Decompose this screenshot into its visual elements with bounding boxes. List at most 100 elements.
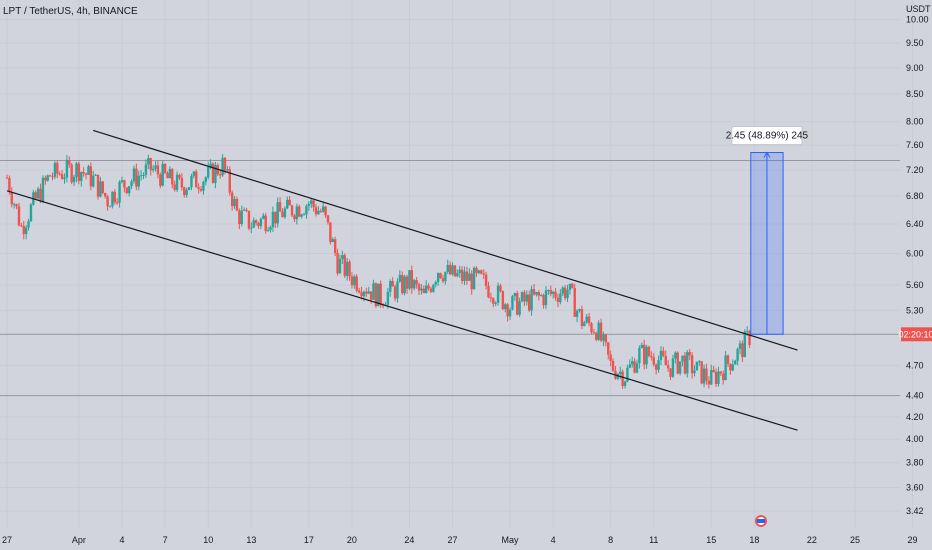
candle-body [360, 292, 363, 297]
candle-body [475, 267, 478, 274]
candle-body [218, 174, 222, 176]
candle-body [561, 287, 564, 294]
candle-body [149, 158, 152, 171]
measure-tool[interactable]: 2.45 (48.89%) 245 [726, 126, 809, 335]
candle-body [707, 380, 711, 385]
candle-body [448, 264, 452, 275]
x-tick-label: 7 [163, 535, 168, 545]
candle-body [183, 187, 186, 195]
candle-body [642, 344, 646, 365]
candle-body [80, 171, 83, 182]
candle-body [623, 381, 627, 386]
candle-body [664, 355, 667, 366]
candle-body [743, 331, 746, 358]
candle-body [516, 293, 519, 315]
x-tick-label: 18 [749, 535, 759, 545]
candle-body [252, 220, 255, 228]
candle-body [415, 280, 418, 285]
x-tick-label: 22 [807, 535, 817, 545]
candle-body [712, 369, 715, 372]
candle-body [666, 365, 670, 369]
candle-body [640, 344, 643, 349]
channel-upper-line[interactable] [93, 129, 798, 351]
candle-body [257, 223, 260, 227]
candle-body [379, 283, 382, 305]
y-tick-label: 6.00 [906, 249, 924, 259]
x-tick-label: Apr [72, 535, 86, 545]
candle-body [578, 309, 581, 311]
candle-body [295, 206, 299, 220]
candle-body [389, 281, 392, 292]
candle-body [77, 163, 81, 182]
candle-body [717, 371, 720, 385]
candle-body [396, 281, 399, 299]
y-tick-label: 3.60 [906, 483, 924, 493]
candle-body [403, 276, 406, 294]
candle-body [72, 176, 76, 183]
candle-body [58, 173, 61, 175]
candle-body [580, 309, 584, 327]
candle-body [571, 283, 574, 288]
candle-body [274, 211, 277, 224]
candle-body [178, 174, 181, 179]
time-axis[interactable]: 27 Apr 4 7 10 13 17 20 24 27 May 4 8 11 15 18 22 25 29 [2, 535, 917, 545]
candle-body [738, 343, 742, 349]
flag-icon[interactable] [755, 515, 767, 527]
candle-body [288, 199, 291, 206]
candle-body [657, 360, 660, 370]
candle-body [293, 215, 296, 220]
candle-body [523, 292, 526, 302]
candle-body [163, 163, 167, 174]
candle-body [137, 175, 140, 187]
candle-body [386, 291, 390, 305]
x-tick-label: 25 [850, 535, 860, 545]
x-tick-label: 8 [608, 535, 613, 545]
candle-body [120, 180, 124, 182]
candle-body [336, 252, 339, 274]
candle-body [240, 210, 243, 225]
candle-body [63, 177, 66, 180]
candle-body [283, 208, 287, 218]
candle-body [369, 291, 373, 300]
candle-body [156, 165, 160, 175]
candle-body [12, 204, 16, 206]
x-tick-label: 13 [246, 535, 256, 545]
candle-body [171, 169, 174, 185]
candle-body [436, 273, 440, 282]
candle-body [417, 284, 421, 291]
channel-lower-line[interactable] [6, 190, 798, 431]
candle-body [317, 210, 320, 215]
candle-body [348, 261, 351, 277]
candle-body [195, 171, 198, 188]
candle-body [621, 371, 624, 386]
candle-body [319, 210, 323, 212]
candle-body [489, 297, 493, 299]
candle-body [424, 285, 428, 293]
candle-body [362, 291, 366, 297]
candle-body [68, 159, 71, 165]
x-tick-label: May [502, 535, 520, 545]
gridlines [0, 0, 912, 528]
candle-body [242, 209, 246, 211]
x-tick-label: 27 [2, 535, 12, 545]
candle-body [27, 221, 30, 228]
candle-body [197, 187, 200, 189]
candle-body [298, 206, 301, 217]
x-tick-label: 4 [551, 535, 556, 545]
candle-body [607, 342, 610, 355]
candle-body [609, 354, 612, 361]
candle-body [259, 218, 263, 227]
candle-body [410, 270, 414, 289]
descending-channel[interactable] [6, 129, 798, 431]
candle-body [652, 357, 655, 365]
candle-body [321, 206, 325, 212]
candle-body [343, 255, 346, 276]
candle-body [434, 281, 437, 285]
candle-body [276, 202, 279, 224]
candle-body [199, 188, 203, 191]
candle-body [17, 206, 21, 226]
y-tick-label: 4.40 [906, 391, 924, 401]
candle-body [175, 174, 179, 190]
price-axis[interactable]: 10.00 9.50 9.00 8.50 8.00 7.60 7.20 6.80 6.40 6.0… [898, 15, 932, 516]
